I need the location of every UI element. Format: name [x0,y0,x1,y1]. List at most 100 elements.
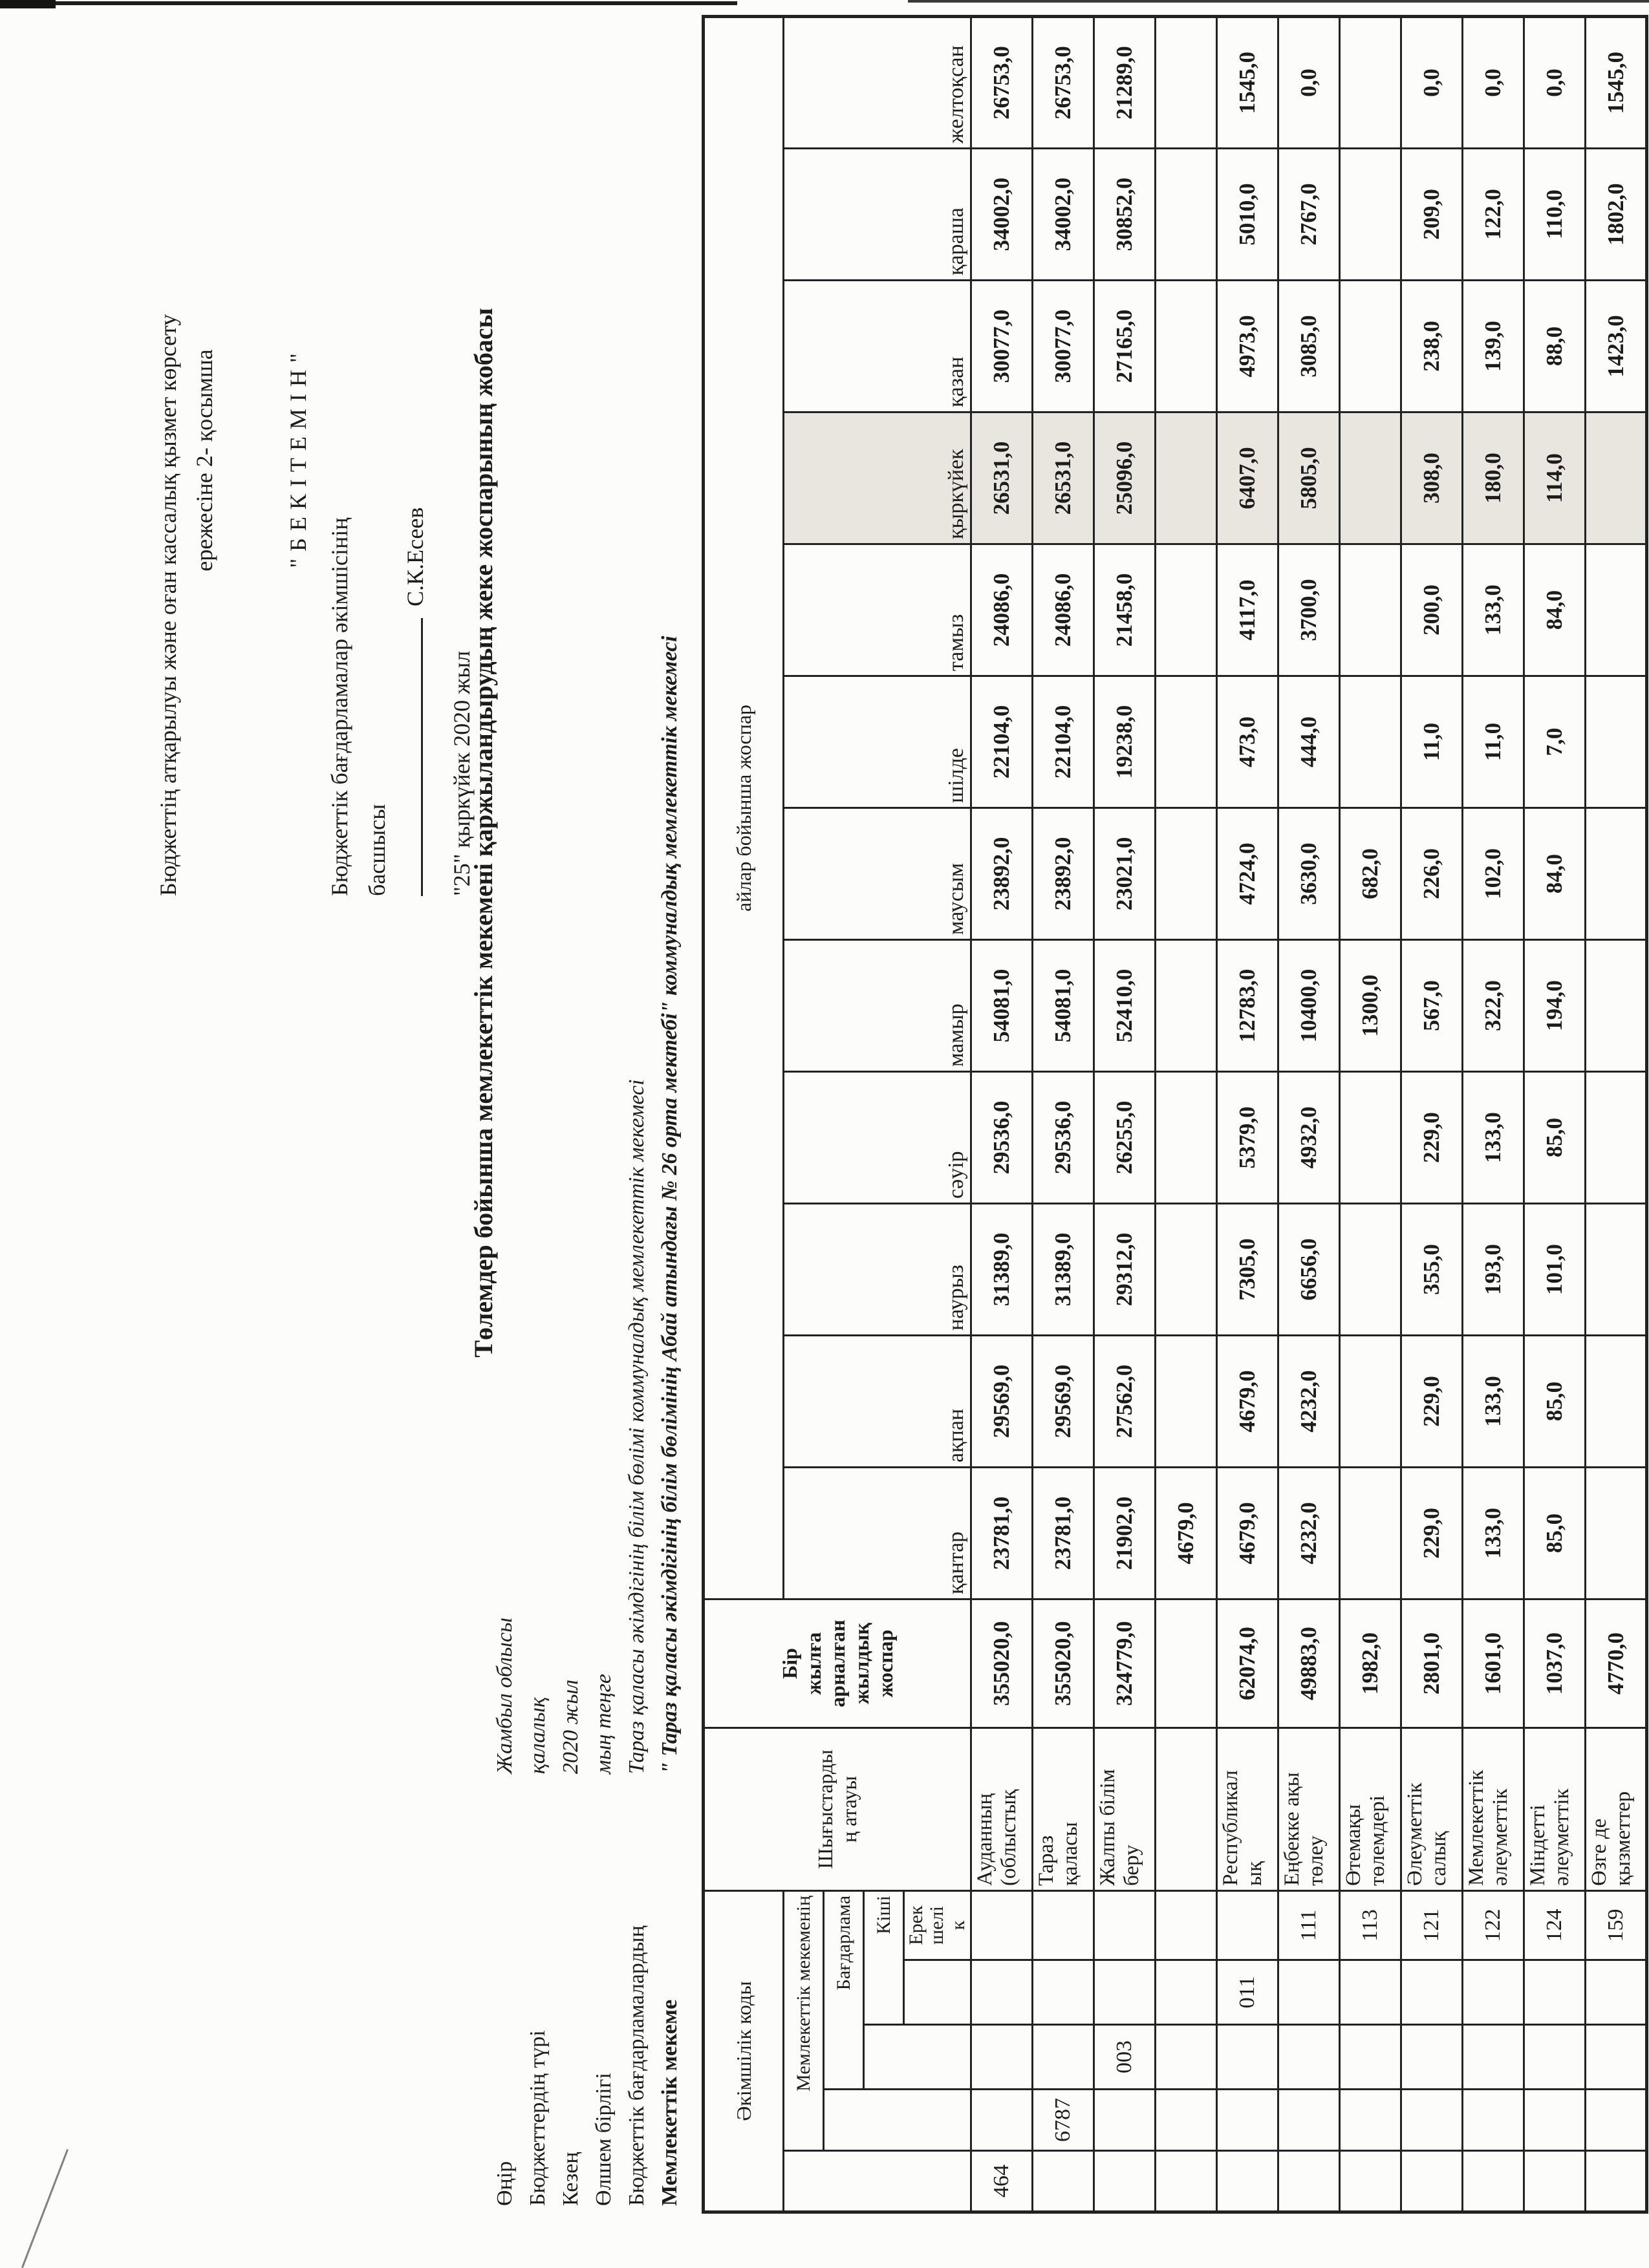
month-value-cell: 5805,0 [1278,412,1340,544]
month-value-cell: 122,0 [1462,148,1524,281]
month-value-cell: 26531,0 [971,412,1033,544]
code-cell [1032,1890,1094,1960]
table-row: 124 Міндетті әлеуметтік 1037,0 85,0 85,0 101,… [1524,16,1586,2212]
code-cell [1032,2150,1094,2212]
month-value-cell [1585,676,1647,808]
month-header-10: қазан [783,280,971,412]
month-header-8: тамыз [783,544,971,676]
month-value-cell: 23021,0 [1094,808,1156,940]
month-value-cell [1585,412,1647,544]
month-header-1: қантар [783,1467,971,1599]
signature-line [402,618,424,896]
month-value-cell: 84,0 [1524,544,1586,676]
program-code-header: Бағдарлама [823,1890,864,2090]
code-cell [971,2024,1033,2090]
month-value-cell: 84,0 [1524,808,1586,940]
code-cell [1094,2089,1156,2151]
month-value-cell: 34002,0 [971,148,1033,281]
code-cell [1216,2089,1278,2151]
annual-plan-header: Бір жылға арналған жылдық жоспар [703,1599,971,1728]
meta-label: Мемлекеттік мекеме [658,1999,682,2206]
code-cell [1462,2150,1524,2212]
code-cell [971,2089,1033,2151]
meta-row: Өңір Жамбыл облысы [493,47,517,2206]
staircase-empty-cell [903,1960,971,2025]
month-value-cell [1155,1203,1217,1336]
approve-stamp-text: " Б Е К І Т Е М І Н " [285,352,312,568]
month-value-cell: 30077,0 [971,280,1033,412]
table-row: 122 Мемлекеттік әлеуметтік 1601,0 133,0 133,… [1462,16,1524,2212]
code-cell [1155,2089,1217,2151]
month-value-cell [1339,1203,1401,1336]
month-value-cell [1585,1467,1647,1599]
expense-name-cell: Ауданның (облыстық [971,1728,1033,1891]
month-value-cell: 85,0 [1524,1467,1586,1599]
annual-value-cell: 2801,0 [1401,1599,1463,1728]
month-value-cell: 29569,0 [1032,1335,1094,1468]
signature-row: С.К.Есеев [400,25,432,896]
month-value-cell: 21289,0 [1094,16,1156,149]
month-value-cell: 133,0 [1462,1071,1524,1204]
month-value-cell: 193,0 [1462,1203,1524,1336]
month-value-cell: 31389,0 [971,1203,1033,1336]
code-cell [1278,1960,1340,2025]
institution-code-header: Мемлекеттік мекеменің [783,1890,824,2151]
code-cell: 124 [1524,1890,1586,1960]
month-value-cell: 194,0 [1524,939,1586,1072]
annual-value-cell: 1601,0 [1462,1599,1524,1728]
table-row: 111 Еңбекке ақы төлеу 49883,0 4232,0 4232,0 6… [1278,16,1340,2212]
month-value-cell: 21902,0 [1094,1467,1156,1599]
month-value-cell: 23781,0 [1032,1467,1094,1599]
code-cell [1155,2024,1217,2090]
month-value-cell [1339,16,1401,149]
specifics-code-header: Ерек шелі к [903,1890,971,1960]
code-cell [1401,2150,1463,2212]
month-value-cell: 6407,0 [1216,412,1278,544]
month-value-cell: 26753,0 [971,16,1033,149]
code-cell [1524,2089,1586,2151]
month-value-cell: 682,0 [1339,808,1401,940]
signature-name: С.К.Есеев [402,507,429,606]
code-cell [1339,2150,1401,2212]
code-cell [1278,2089,1340,2151]
code-cell [1094,1960,1156,2025]
month-value-cell: 101,0 [1524,1203,1586,1336]
month-value-cell: 23892,0 [971,808,1033,940]
code-cell [1524,1960,1586,2025]
approval-block: Бюджеттің атқарылуы және оған кассалық қ… [153,25,479,896]
code-cell [1401,2089,1463,2151]
meta-value: мың теңге [592,1674,616,1774]
annual-value-cell: 355020,0 [1032,1599,1094,1728]
code-cell [1216,2024,1278,2090]
code-cell [1585,2089,1647,2151]
month-value-cell: 26255,0 [1094,1071,1156,1204]
code-cell [1094,2150,1156,2212]
month-value-cell: 229,0 [1401,1467,1463,1599]
month-value-cell: 7,0 [1524,676,1586,808]
month-value-cell [1339,676,1401,808]
scan-edge-artifact [0,1,737,5]
staircase-empty-cell [823,2089,971,2151]
month-value-cell: 6656,0 [1278,1203,1340,1336]
code-cell [1524,2024,1586,2090]
code-cell [1401,1960,1463,2025]
annual-value-cell: 62074,0 [1216,1599,1278,1728]
month-value-cell: 19238,0 [1094,676,1156,808]
month-value-cell: 12783,0 [1216,939,1278,1072]
month-value-cell: 21458,0 [1094,544,1156,676]
month-value-cell: 29536,0 [971,1071,1033,1204]
month-value-cell: 133,0 [1462,1335,1524,1468]
month-value-cell: 0,0 [1401,16,1463,149]
code-cell [1155,2150,1217,2212]
expense-name-cell: Әлеуметтік салық [1401,1728,1463,1891]
code-cell: 011 [1216,1960,1278,2025]
code-cell: 113 [1339,1890,1401,1960]
month-value-cell: 25096,0 [1094,412,1156,544]
code-cell [1094,1890,1156,1960]
financing-plan-table: Әкімшілік коды Шығыстарды ң атауы Бір жы… [702,14,1649,2214]
month-value-cell: 0,0 [1462,16,1524,149]
admin-codes-header: Әкімшілік коды [703,1890,784,2212]
subprogram-code-header: Кіші [863,1890,904,2025]
month-value-cell: 229,0 [1401,1071,1463,1204]
approver-org-line: Бюджеттік бағдарламалар әкімшісінің [327,517,353,896]
